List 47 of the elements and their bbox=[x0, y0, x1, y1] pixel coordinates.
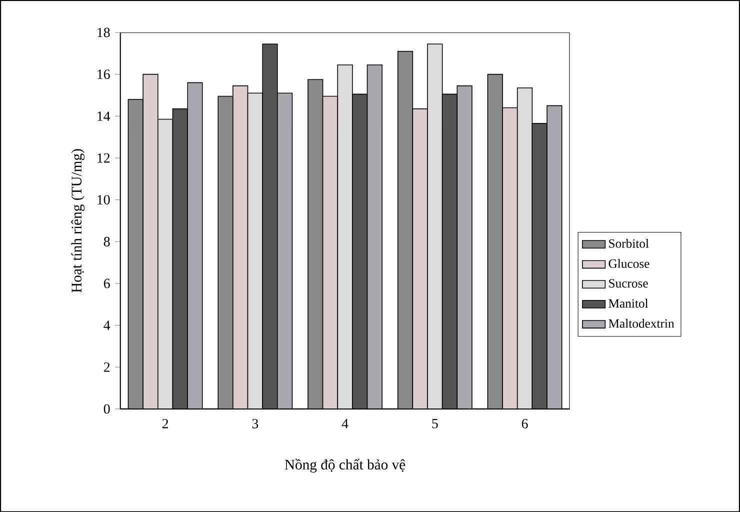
bar bbox=[516, 87, 533, 409]
bar bbox=[262, 43, 278, 409]
y-tick-label: 8 bbox=[104, 236, 110, 246]
legend-label: Sucrose bbox=[609, 278, 648, 288]
y-tick-label: 0 bbox=[104, 404, 110, 414]
y-tick-label: 12 bbox=[98, 153, 110, 162]
bar bbox=[172, 108, 188, 409]
y-tick-label: 18 bbox=[98, 28, 110, 38]
bar bbox=[308, 78, 324, 409]
bar bbox=[456, 85, 472, 409]
y-tick-label: 2 bbox=[104, 362, 110, 372]
bar bbox=[532, 122, 548, 409]
bar bbox=[128, 98, 144, 409]
bar bbox=[502, 107, 518, 409]
x-tick-label: 5 bbox=[432, 418, 438, 428]
y-tick-label: 16 bbox=[98, 69, 110, 79]
bar bbox=[142, 74, 158, 409]
bar bbox=[412, 108, 428, 409]
x-tick-label: 2 bbox=[162, 418, 168, 428]
bar bbox=[157, 118, 174, 409]
x-tick-label: 3 bbox=[252, 418, 258, 428]
bar bbox=[427, 43, 443, 409]
bar bbox=[218, 96, 234, 409]
y-tick-label: 14 bbox=[98, 111, 110, 121]
y-axis-title: Hoạt tính riêng (TU/mg) bbox=[71, 148, 85, 292]
legend-label: Glucose bbox=[608, 258, 650, 268]
legend-label: Sorbitol bbox=[609, 238, 649, 248]
bar bbox=[232, 85, 248, 409]
bar bbox=[487, 74, 503, 409]
bar bbox=[366, 64, 383, 409]
y-tick-label: 6 bbox=[104, 278, 110, 288]
bar bbox=[546, 105, 562, 409]
bar bbox=[187, 82, 203, 409]
legend-label: Manitol bbox=[608, 298, 648, 308]
x-tick-label: 4 bbox=[342, 418, 348, 428]
bar bbox=[247, 92, 263, 409]
bar bbox=[277, 92, 293, 409]
legend-label: Maltodextrin bbox=[608, 318, 674, 328]
x-tick-label: 6 bbox=[522, 418, 528, 428]
bar bbox=[322, 96, 338, 409]
x-axis-title: Nồng độ chất bảo vệ bbox=[284, 458, 406, 472]
y-tick-label: 4 bbox=[104, 320, 110, 330]
y-tick-label: 10 bbox=[98, 194, 110, 204]
bar bbox=[352, 94, 368, 409]
bar bbox=[442, 94, 458, 409]
bar bbox=[337, 64, 353, 409]
bar bbox=[397, 50, 414, 409]
